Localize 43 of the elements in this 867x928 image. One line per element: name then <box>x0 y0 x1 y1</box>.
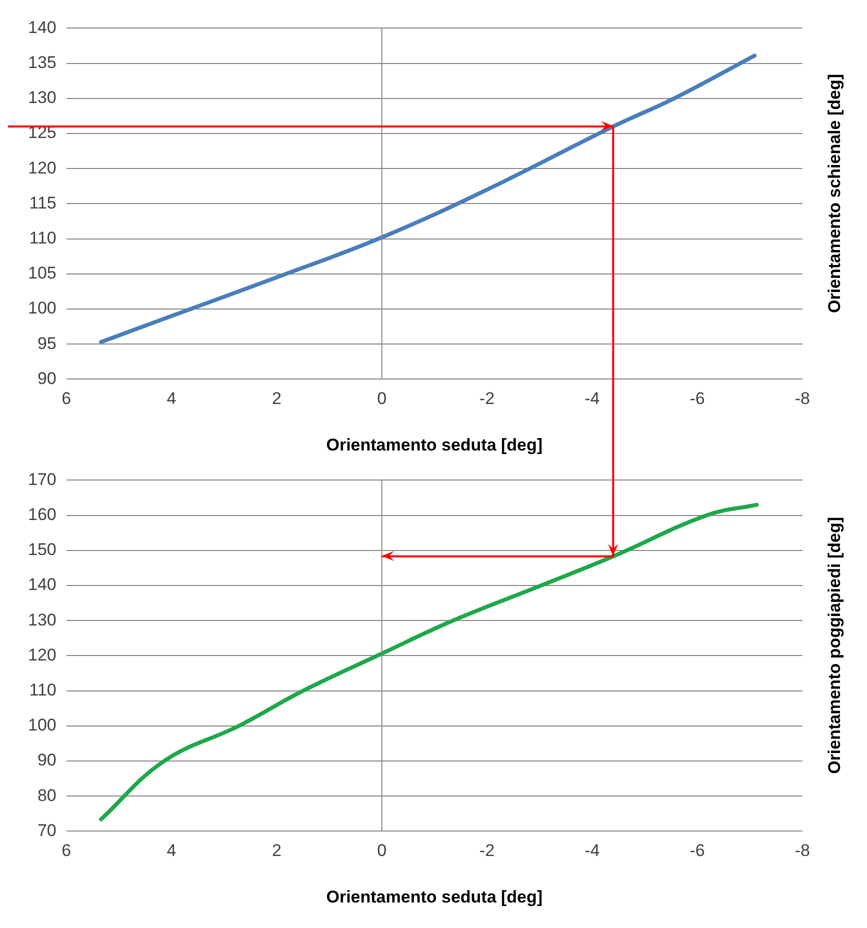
y-tick-label: 135 <box>28 52 56 72</box>
x-tick-label: -8 <box>794 841 810 860</box>
x-tick-label: 4 <box>166 389 176 408</box>
y-tick-label: 70 <box>37 820 56 840</box>
y-tick-label: 140 <box>28 575 56 594</box>
y-tick-label: 100 <box>28 298 56 318</box>
line-series <box>99 502 759 822</box>
y-axis-title: Orientamento poggiapiedi [deg] <box>825 516 845 774</box>
x-tick-label: 0 <box>377 841 387 860</box>
x-tick-label: -2 <box>479 389 495 408</box>
x-tick-label: -4 <box>584 389 600 408</box>
y-axis-title: Orientamento schienale [deg] <box>825 74 845 312</box>
x-tick-label: -6 <box>690 389 705 408</box>
x-tick-label: 2 <box>272 841 282 860</box>
y-tick-label: 90 <box>37 750 56 770</box>
x-tick-label: -8 <box>794 389 810 408</box>
x-tick-label: 6 <box>62 389 72 408</box>
x-axis-title: Orientamento seduta [deg] <box>326 435 543 454</box>
y-tick-label: 140 <box>28 18 56 37</box>
x-tick-label: -2 <box>479 841 495 860</box>
y-tick-label: 95 <box>37 334 56 353</box>
line-series <box>99 54 757 344</box>
y-tick-label: 150 <box>28 540 56 560</box>
x-tick-label: 2 <box>272 389 282 408</box>
y-tick-label: 170 <box>28 470 56 489</box>
y-tick-label: 115 <box>29 193 56 212</box>
y-tick-label: 80 <box>37 786 56 805</box>
y-tick-label: 120 <box>28 645 56 664</box>
y-tick-label: 130 <box>28 88 56 108</box>
y-tick-label: 120 <box>28 158 56 178</box>
y-tick-label: 110 <box>29 228 56 248</box>
y-tick-label: 100 <box>28 716 56 735</box>
x-tick-label: -6 <box>690 841 705 860</box>
y-tick-label: 130 <box>28 610 56 630</box>
y-tick-label: 110 <box>29 680 56 700</box>
y-tick-label: 90 <box>37 368 56 388</box>
y-tick-label: 160 <box>28 504 56 524</box>
y-tick-label: 105 <box>28 264 56 283</box>
x-tick-label: 4 <box>166 841 176 860</box>
x-tick-label: 6 <box>62 841 72 860</box>
x-tick-label: -4 <box>584 841 600 860</box>
x-tick-label: 0 <box>377 389 387 408</box>
x-axis-title: Orientamento seduta [deg] <box>326 887 543 906</box>
